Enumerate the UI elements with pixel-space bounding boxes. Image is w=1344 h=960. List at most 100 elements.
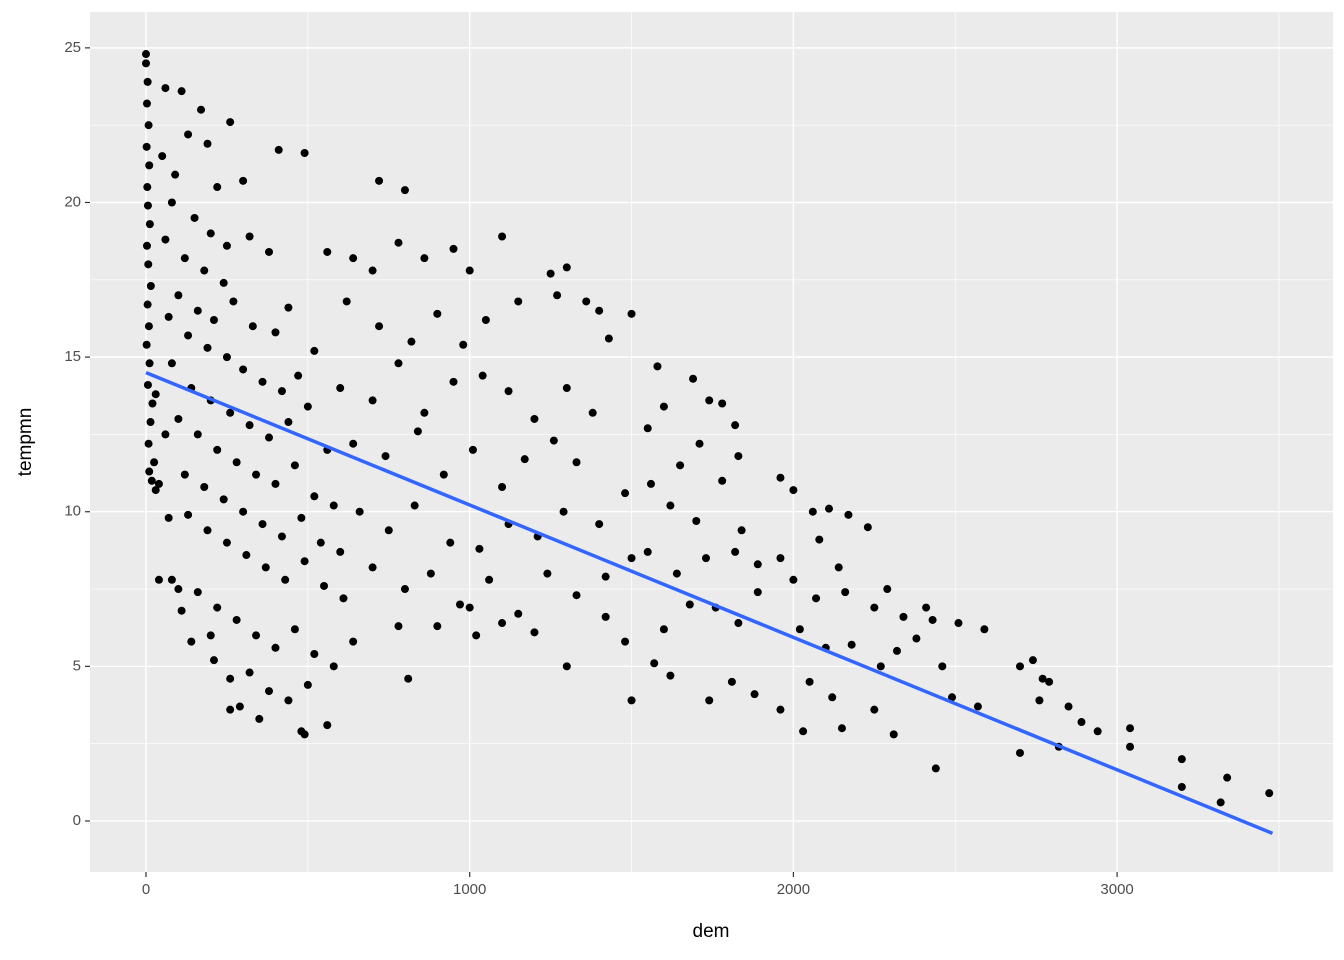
point (144, 322, 153, 331)
point (1077, 718, 1086, 727)
point (504, 387, 513, 396)
point (300, 149, 309, 158)
point (1265, 789, 1274, 798)
y-axis-title: tempmn (15, 408, 36, 477)
point (472, 631, 481, 640)
point (375, 176, 384, 185)
point (948, 693, 957, 702)
point (485, 575, 494, 584)
x-tick-label: 0 (142, 881, 150, 898)
point (222, 538, 231, 547)
point (336, 384, 345, 393)
point (685, 600, 694, 609)
point (209, 316, 218, 325)
point (252, 631, 261, 640)
point (562, 384, 571, 393)
point (143, 77, 152, 86)
point (375, 322, 384, 331)
panel (90, 12, 1333, 872)
point (209, 656, 218, 665)
point (562, 662, 571, 671)
point (265, 247, 274, 256)
point (355, 507, 364, 516)
point (145, 220, 154, 229)
point (300, 557, 309, 566)
point (248, 322, 257, 331)
point (407, 337, 416, 346)
point (323, 721, 332, 730)
point (828, 693, 837, 702)
point (413, 427, 422, 436)
point (226, 118, 235, 127)
point (718, 476, 727, 485)
x-tick-label: 2000 (777, 881, 810, 898)
point (150, 458, 159, 467)
point (203, 343, 212, 352)
point (206, 229, 215, 238)
point (193, 430, 202, 439)
point (242, 551, 251, 560)
point (825, 504, 834, 513)
point (1015, 662, 1024, 671)
point (213, 183, 222, 192)
point (161, 235, 170, 244)
point (776, 705, 785, 714)
point (689, 374, 698, 383)
point (546, 269, 555, 278)
point (320, 581, 329, 590)
point (290, 625, 299, 634)
point (601, 612, 610, 621)
point (206, 631, 215, 640)
point (815, 535, 824, 544)
x-tick-label: 1000 (453, 881, 486, 898)
y-tick-label: 0 (73, 812, 81, 829)
point (799, 727, 808, 736)
point (695, 439, 704, 448)
point (147, 476, 156, 485)
point (180, 470, 189, 479)
point (676, 461, 685, 470)
point (572, 458, 581, 467)
point (646, 479, 655, 488)
point (336, 547, 345, 556)
point (863, 523, 872, 532)
point (400, 585, 409, 594)
point (1126, 724, 1135, 733)
point (184, 510, 193, 519)
point (141, 50, 150, 59)
point (161, 430, 170, 439)
point (1177, 755, 1186, 764)
point (219, 495, 228, 504)
point (144, 439, 153, 448)
point (627, 554, 636, 563)
point (1126, 742, 1135, 751)
point (167, 359, 176, 368)
point (303, 680, 312, 689)
x-axis-title: dem (693, 921, 730, 942)
point (928, 615, 937, 624)
point (692, 517, 701, 526)
point (349, 439, 358, 448)
point (455, 600, 464, 609)
point (164, 312, 173, 321)
point (1223, 773, 1232, 782)
point (174, 291, 183, 300)
point (174, 414, 183, 423)
point (666, 671, 675, 680)
point (145, 467, 154, 476)
point (226, 674, 235, 683)
point (601, 572, 610, 581)
point (200, 482, 209, 491)
point (213, 603, 222, 612)
point (271, 643, 280, 652)
point (789, 486, 798, 495)
point (261, 563, 270, 572)
point (232, 458, 241, 467)
point (161, 84, 170, 93)
point (789, 575, 798, 584)
point (595, 306, 604, 315)
point (145, 161, 154, 170)
point (449, 244, 458, 253)
point (834, 563, 843, 572)
